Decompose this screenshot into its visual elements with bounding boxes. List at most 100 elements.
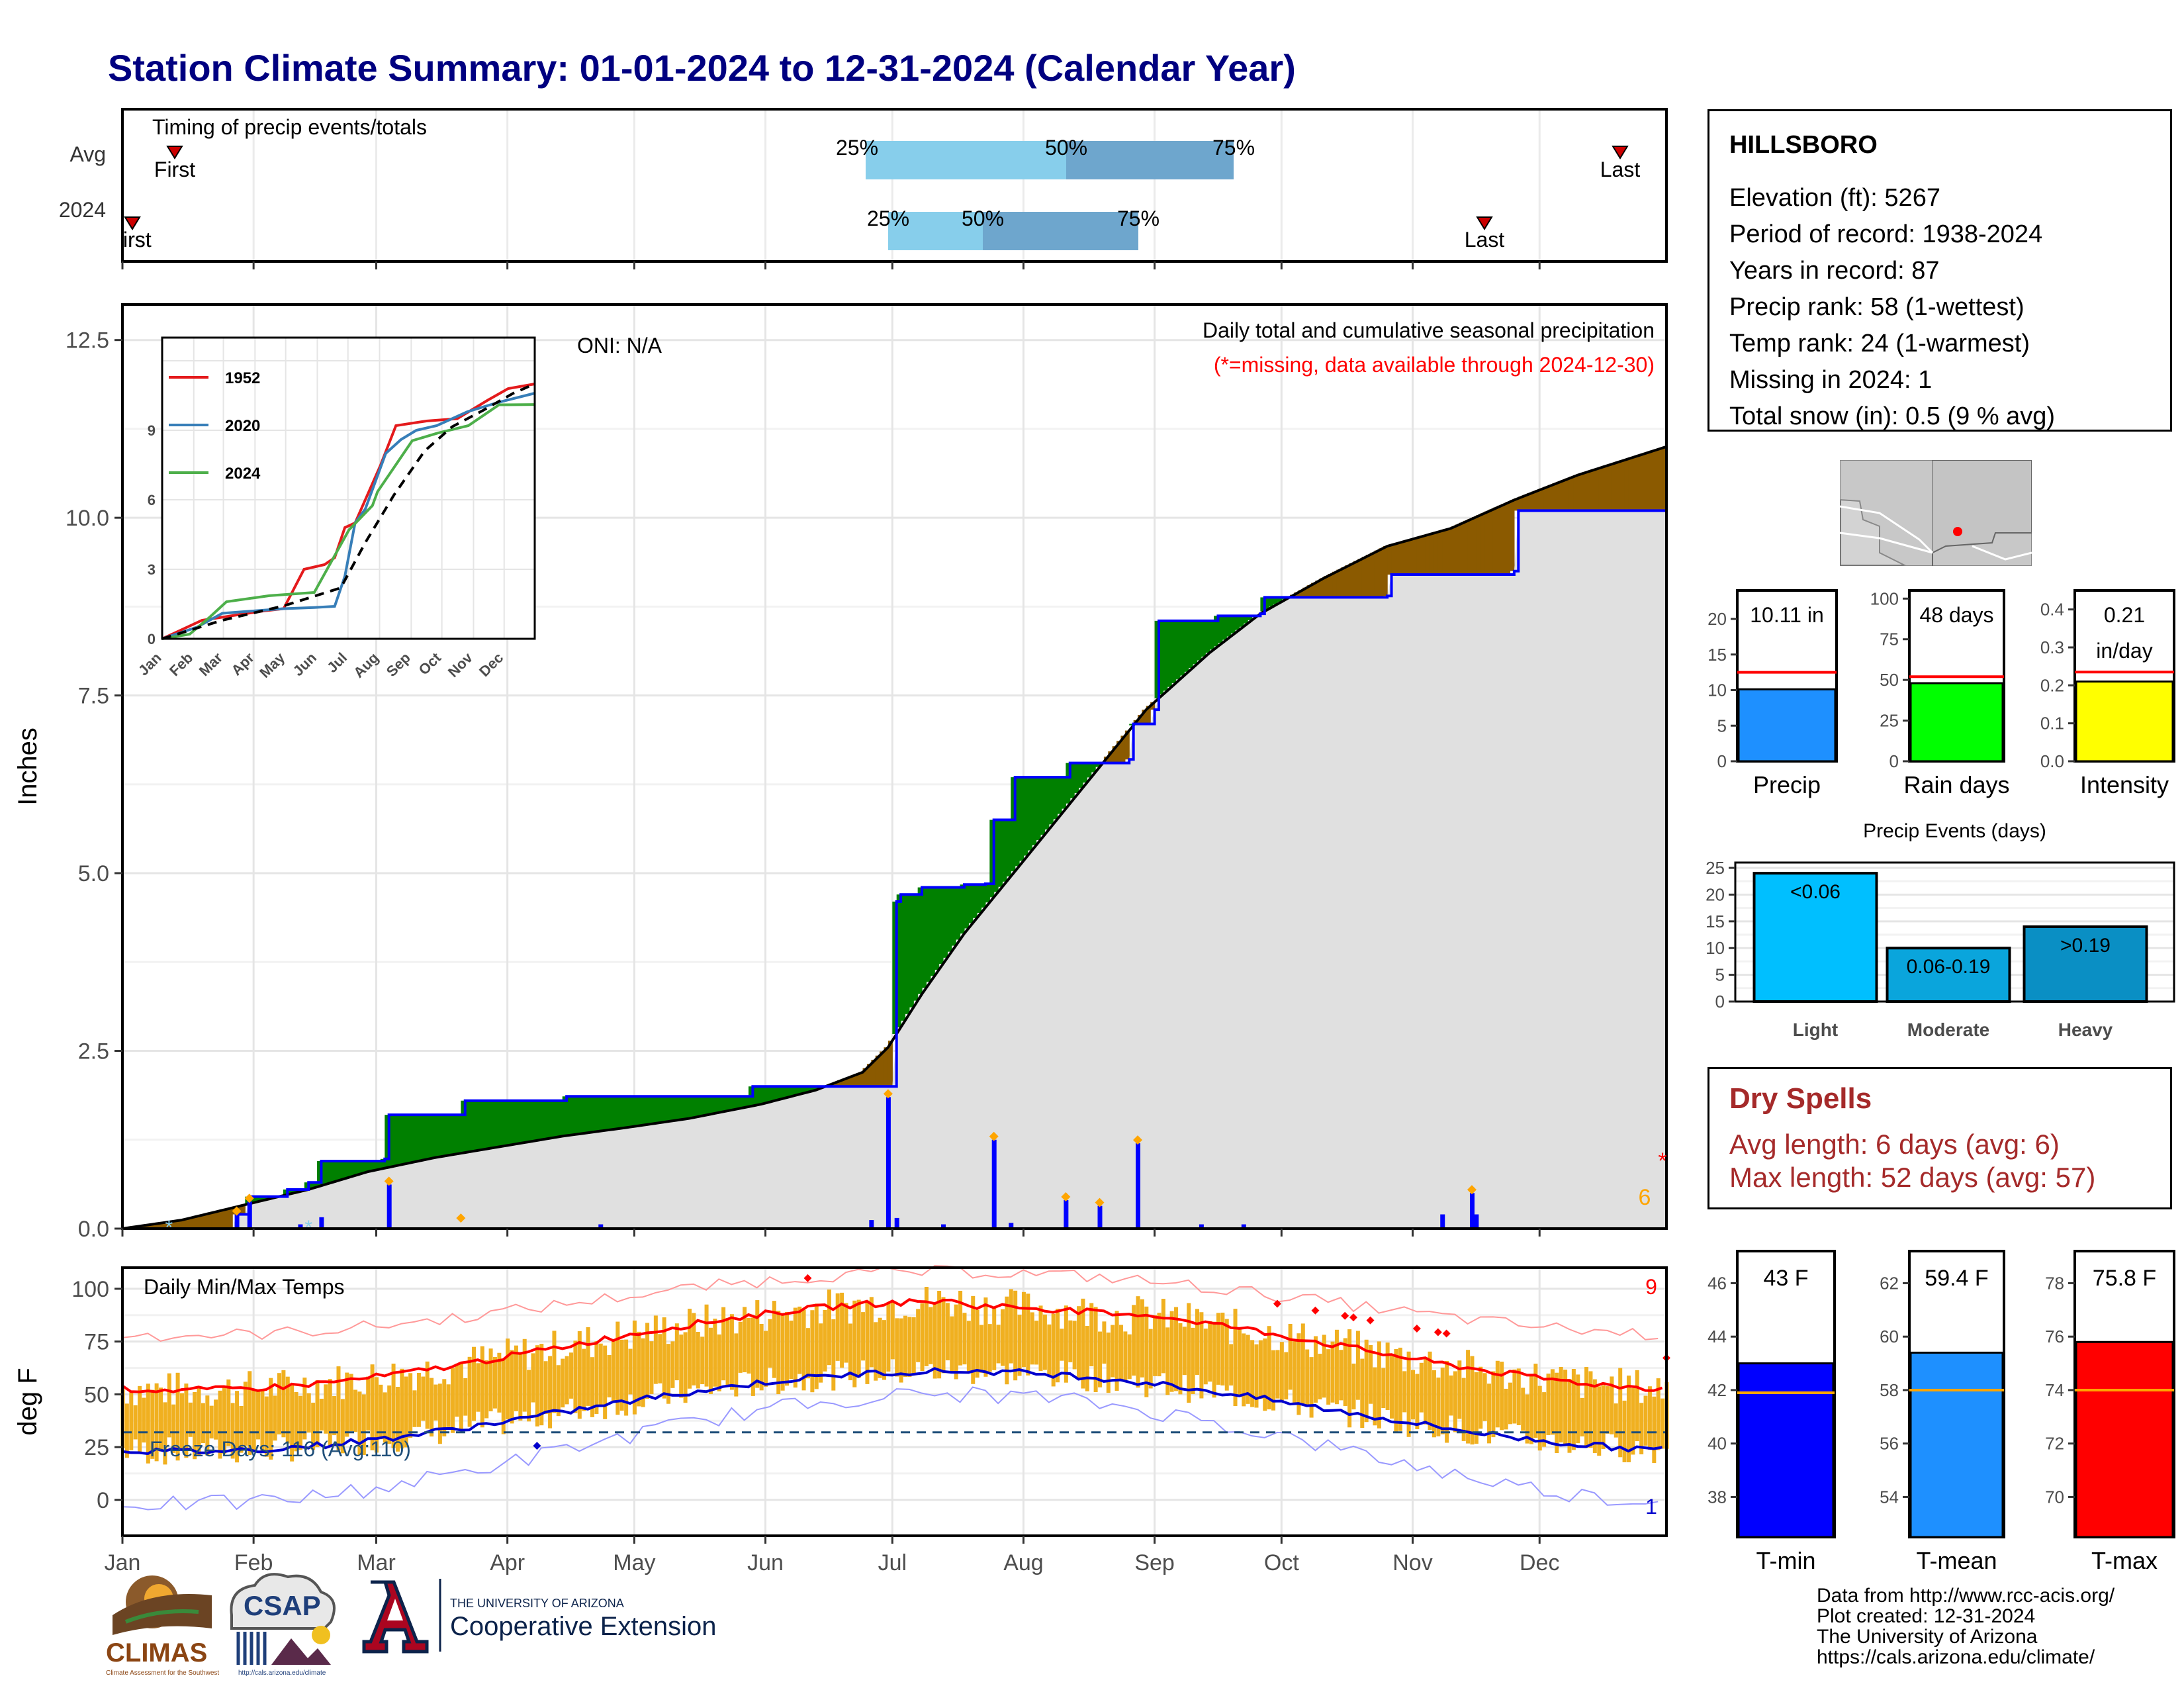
precip-anomaly-band (1548, 485, 1553, 511)
temps-daily-range-bar (1132, 1305, 1136, 1376)
temps-daily-range-bar (1360, 1358, 1365, 1429)
temps-daily-range-bar (1056, 1309, 1060, 1383)
temps-daily-range-bar (1161, 1299, 1165, 1374)
temps-daily-range-bar (1293, 1341, 1297, 1404)
bar-precip-value-bar (1737, 688, 1837, 763)
temps-daily-range-bar (708, 1327, 713, 1394)
precip-anomaly-band (549, 1100, 555, 1138)
precip-anomaly-band (913, 894, 919, 1001)
precip-anomaly-band (1506, 502, 1511, 575)
precip-anomaly-band (211, 1211, 216, 1229)
temps-daily-range-bar (370, 1364, 375, 1450)
temps-daily-range-bar (421, 1376, 426, 1421)
precip-anomaly-band (1561, 480, 1566, 511)
precip-anomaly-band (1412, 538, 1418, 575)
temps-daily-range-bar (996, 1325, 1001, 1364)
events-y-tick-label: 5 (1715, 965, 1725, 985)
precip-anomaly-band (1531, 491, 1536, 511)
precip-anomaly-band (1108, 751, 1113, 763)
precip-anomaly-band (456, 1115, 461, 1154)
precip-anomaly-band (1298, 590, 1303, 598)
temps-daily-range-bar (1525, 1394, 1529, 1444)
temps-daily-range-bar (1351, 1363, 1356, 1410)
precip-daily-bar (598, 1224, 604, 1229)
precip-anomaly-band (317, 1160, 322, 1186)
temps-daily-range-bar (1313, 1336, 1318, 1403)
temps-daily-range-bar (971, 1295, 976, 1384)
precip-anomaly-band (1015, 777, 1020, 867)
temps-daily-range-bar (1013, 1290, 1018, 1381)
temps-daily-range-bar (451, 1368, 455, 1433)
precip-y-tick-label: 2.5 (78, 1039, 109, 1064)
precip-anomaly-band (1078, 763, 1083, 788)
events-category-label: Moderate (1907, 1019, 1989, 1040)
precip-anomaly-band (1091, 763, 1096, 773)
temps-daily-range-bar (1457, 1360, 1462, 1419)
precip-anomaly-band (968, 884, 974, 923)
temps-daily-range-bar (827, 1289, 831, 1366)
precip-anomaly-band (680, 1096, 686, 1119)
timing-frame-outline (121, 108, 1668, 263)
precip-daily-bar (1097, 1205, 1103, 1229)
precip-anomaly-band (469, 1100, 475, 1151)
temps-daily-range-bar (1563, 1370, 1568, 1446)
precip-anomaly-band (1074, 763, 1079, 794)
temps-record-high-marker (803, 1274, 812, 1282)
temps-daily-range-bar (1504, 1388, 1508, 1430)
temps-daily-range-bar (878, 1317, 882, 1378)
temps-daily-range-bar (129, 1391, 134, 1450)
temperature-chart: 0 25 50 75 100 Jan Feb Mar Apr May Jun Jul Aug Sep Oct… (13, 1265, 1670, 1575)
temps-daily-range-bar (1309, 1357, 1314, 1418)
precip-anomaly-band (723, 1096, 728, 1111)
temps-daily-range-bar (226, 1379, 231, 1446)
precip-anomaly-band (490, 1100, 496, 1148)
precip-anomaly-band (596, 1096, 601, 1131)
temps-daily-range-bar (251, 1390, 256, 1450)
temps-daily-range-bar (150, 1389, 155, 1459)
bar-intensity-y-tick-label: 0.4 (2040, 600, 2064, 620)
temps-daily-range-bar (619, 1339, 624, 1411)
precip-anomaly-band (1239, 616, 1244, 627)
temps-daily-range-bar (929, 1307, 933, 1364)
precip-anomaly-band (215, 1211, 220, 1229)
temps-daily-range-bar (294, 1391, 298, 1452)
bar-tmean-y-tick-label: 58 (1880, 1380, 1899, 1400)
temps-daily-range-bar (700, 1336, 705, 1385)
bar-precip-y-tick-label: 20 (1707, 609, 1727, 629)
temps-daily-range-bar (412, 1390, 417, 1427)
temps-daily-range-bar (315, 1380, 320, 1448)
events-bar-label: 0.06-0.19 (1907, 956, 1991, 978)
precip-anomaly-band (206, 1213, 212, 1229)
temps-daily-range-bar (624, 1339, 629, 1416)
precip-daily-bar (894, 1217, 899, 1229)
temps-daily-range-bar (1305, 1349, 1310, 1407)
precip-anomaly-band (283, 1189, 288, 1195)
precip-anomaly-band (1036, 777, 1041, 840)
precip-anomaly-band (1433, 532, 1439, 575)
timing-left-mask (0, 107, 121, 263)
precip-anomaly-band (1214, 616, 1219, 647)
temps-daily-range-bar (472, 1346, 477, 1421)
precip-anomaly-band (845, 1077, 850, 1087)
precip-anomaly-band (1158, 620, 1163, 695)
temps-daily-range-bar (1123, 1331, 1128, 1381)
temps-daily-range-bar (649, 1341, 654, 1394)
temps-daily-range-bar (865, 1300, 870, 1384)
timing-row-label-2024: 2024 (59, 198, 106, 222)
precip-anomaly-band (972, 884, 978, 918)
station-missing: Missing in 2024: 1 (1729, 366, 1933, 394)
temps-daily-range-bar (1567, 1379, 1572, 1453)
temps-daily-range-bar (379, 1384, 383, 1440)
temps-daily-range-bar (146, 1383, 150, 1464)
temps-daily-range-bar (1279, 1342, 1284, 1402)
temps-daily-range-bar (1047, 1324, 1052, 1376)
temps-daily-range-bar (1106, 1333, 1111, 1393)
temps-daily-range-bar (1614, 1403, 1618, 1438)
precip-y-tick-label: 10.0 (66, 506, 109, 531)
inset-series-line (161, 403, 535, 640)
precip-anomaly-band (363, 1160, 369, 1172)
temps-daily-range-bar (598, 1343, 603, 1406)
precip-anomaly-band (735, 1096, 741, 1109)
precip-anomaly-band (1019, 777, 1024, 861)
precip-anomaly-band (1501, 504, 1506, 575)
